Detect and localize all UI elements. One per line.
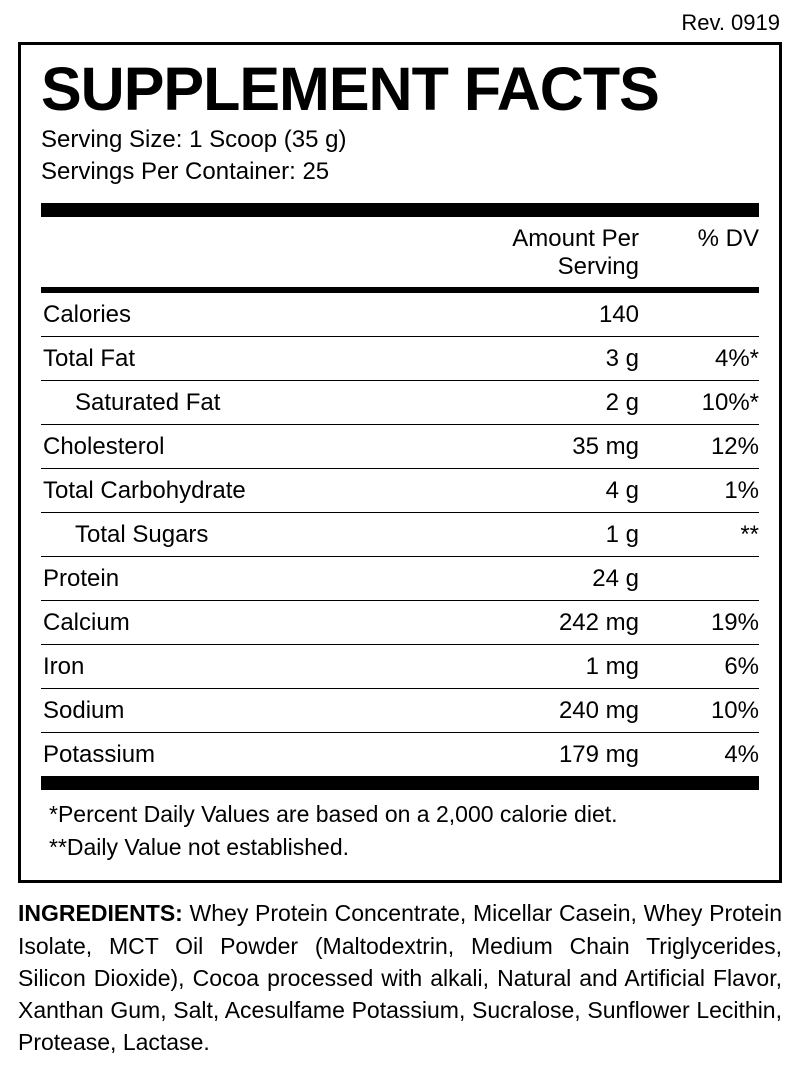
nutrient-name: Cholesterol [41,433,479,461]
table-row: Total Fat3 g4%* [41,337,759,381]
nutrient-amount: 2 g [479,389,649,417]
nutrient-name: Iron [41,653,479,681]
divider-thick [41,203,759,217]
nutrient-name: Saturated Fat [41,389,479,417]
nutrient-name: Total Sugars [41,521,479,549]
table-row: Potassium179 mg4% [41,733,759,776]
nutrient-name: Potassium [41,741,479,769]
nutrient-name: Calories [41,301,479,329]
nutrient-amount: 242 mg [479,609,649,637]
table-row: Total Carbohydrate4 g1% [41,469,759,513]
nutrient-amount: 140 [479,301,649,329]
nutrient-dv: 19% [649,609,759,637]
nutrient-amount: 1 g [479,521,649,549]
divider-thick-bottom [41,776,759,790]
footnote-1: *Percent Daily Values are based on a 2,0… [49,798,759,831]
ingredients: INGREDIENTS: Whey Protein Concentrate, M… [18,897,782,1058]
nutrient-name: Total Carbohydrate [41,477,479,505]
table-row: Sodium240 mg10% [41,689,759,733]
panel-title: SUPPLEMENT FACTS [41,59,759,120]
nutrient-dv [649,565,759,593]
nutrient-amount: 4 g [479,477,649,505]
nutrient-dv: ** [649,521,759,549]
header-amount: Amount Per Serving [479,225,649,281]
servings-per-container: Servings Per Container: 25 [41,156,759,188]
nutrient-name: Calcium [41,609,479,637]
nutrient-amount: 1 mg [479,653,649,681]
table-row: Cholesterol35 mg12% [41,425,759,469]
nutrient-rows: Calories140Total Fat3 g4%*Saturated Fat2… [41,293,759,776]
header-dv: % DV [649,225,759,281]
nutrient-dv: 6% [649,653,759,681]
revision-text: Rev. 0919 [18,10,782,36]
nutrient-dv: 12% [649,433,759,461]
facts-panel: SUPPLEMENT FACTS Serving Size: 1 Scoop (… [18,42,782,883]
table-row: Total Sugars1 g** [41,513,759,557]
table-row: Protein24 g [41,557,759,601]
nutrient-dv: 10%* [649,389,759,417]
ingredients-label: INGREDIENTS: [18,900,183,926]
header-spacer [41,225,479,281]
nutrient-amount: 24 g [479,565,649,593]
nutrient-dv: 4% [649,741,759,769]
nutrient-dv [649,301,759,329]
table-row: Calcium242 mg19% [41,601,759,645]
serving-size: Serving Size: 1 Scoop (35 g) [41,124,759,156]
nutrient-amount: 179 mg [479,741,649,769]
nutrient-name: Sodium [41,697,479,725]
footnotes: *Percent Daily Values are based on a 2,0… [41,790,759,869]
nutrient-dv: 10% [649,697,759,725]
table-row: Calories140 [41,293,759,337]
nutrient-name: Total Fat [41,345,479,373]
nutrient-amount: 240 mg [479,697,649,725]
nutrient-dv: 4%* [649,345,759,373]
table-header: Amount Per Serving % DV [41,217,759,287]
nutrient-amount: 3 g [479,345,649,373]
table-row: Saturated Fat2 g10%* [41,381,759,425]
serving-info: Serving Size: 1 Scoop (35 g) Servings Pe… [41,124,759,189]
table-row: Iron1 mg6% [41,645,759,689]
nutrient-amount: 35 mg [479,433,649,461]
nutrient-dv: 1% [649,477,759,505]
footnote-2: **Daily Value not established. [49,831,759,864]
nutrient-name: Protein [41,565,479,593]
